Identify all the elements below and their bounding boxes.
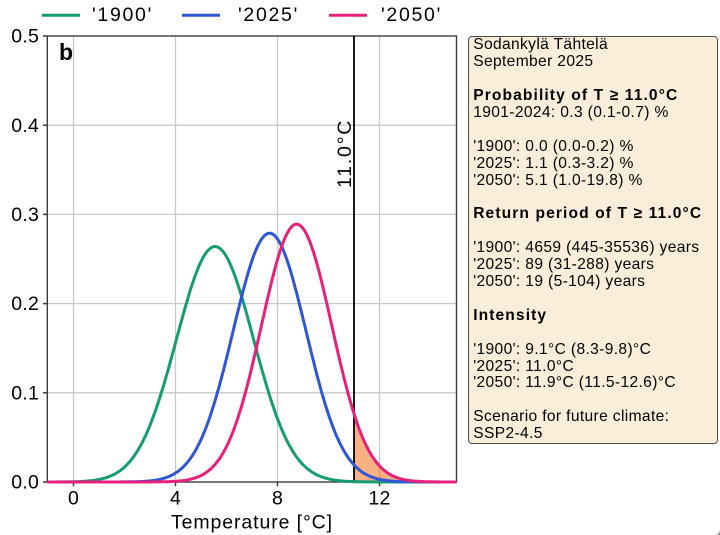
svg-text:b: b [59, 39, 73, 65]
svg-text:Temperature [°C]: Temperature [°C] [171, 511, 333, 533]
svg-text:'2025': '2025' [238, 4, 299, 26]
svg-text:0.1: 0.1 [11, 382, 39, 404]
svg-text:8: 8 [272, 488, 283, 510]
svg-text:0: 0 [68, 488, 79, 510]
svg-text:0.5: 0.5 [11, 26, 39, 48]
svg-text:'1900': '1900' [92, 4, 153, 26]
svg-text:'2050': '2050' [381, 4, 442, 26]
svg-text:4: 4 [170, 488, 181, 510]
svg-text:0.4: 0.4 [11, 115, 39, 137]
svg-text:12: 12 [368, 488, 390, 510]
svg-text:11.0°C: 11.0°C [334, 119, 356, 188]
svg-text:0.0: 0.0 [11, 472, 39, 494]
svg-text:0.3: 0.3 [11, 204, 39, 226]
svg-text:0.2: 0.2 [11, 293, 39, 315]
